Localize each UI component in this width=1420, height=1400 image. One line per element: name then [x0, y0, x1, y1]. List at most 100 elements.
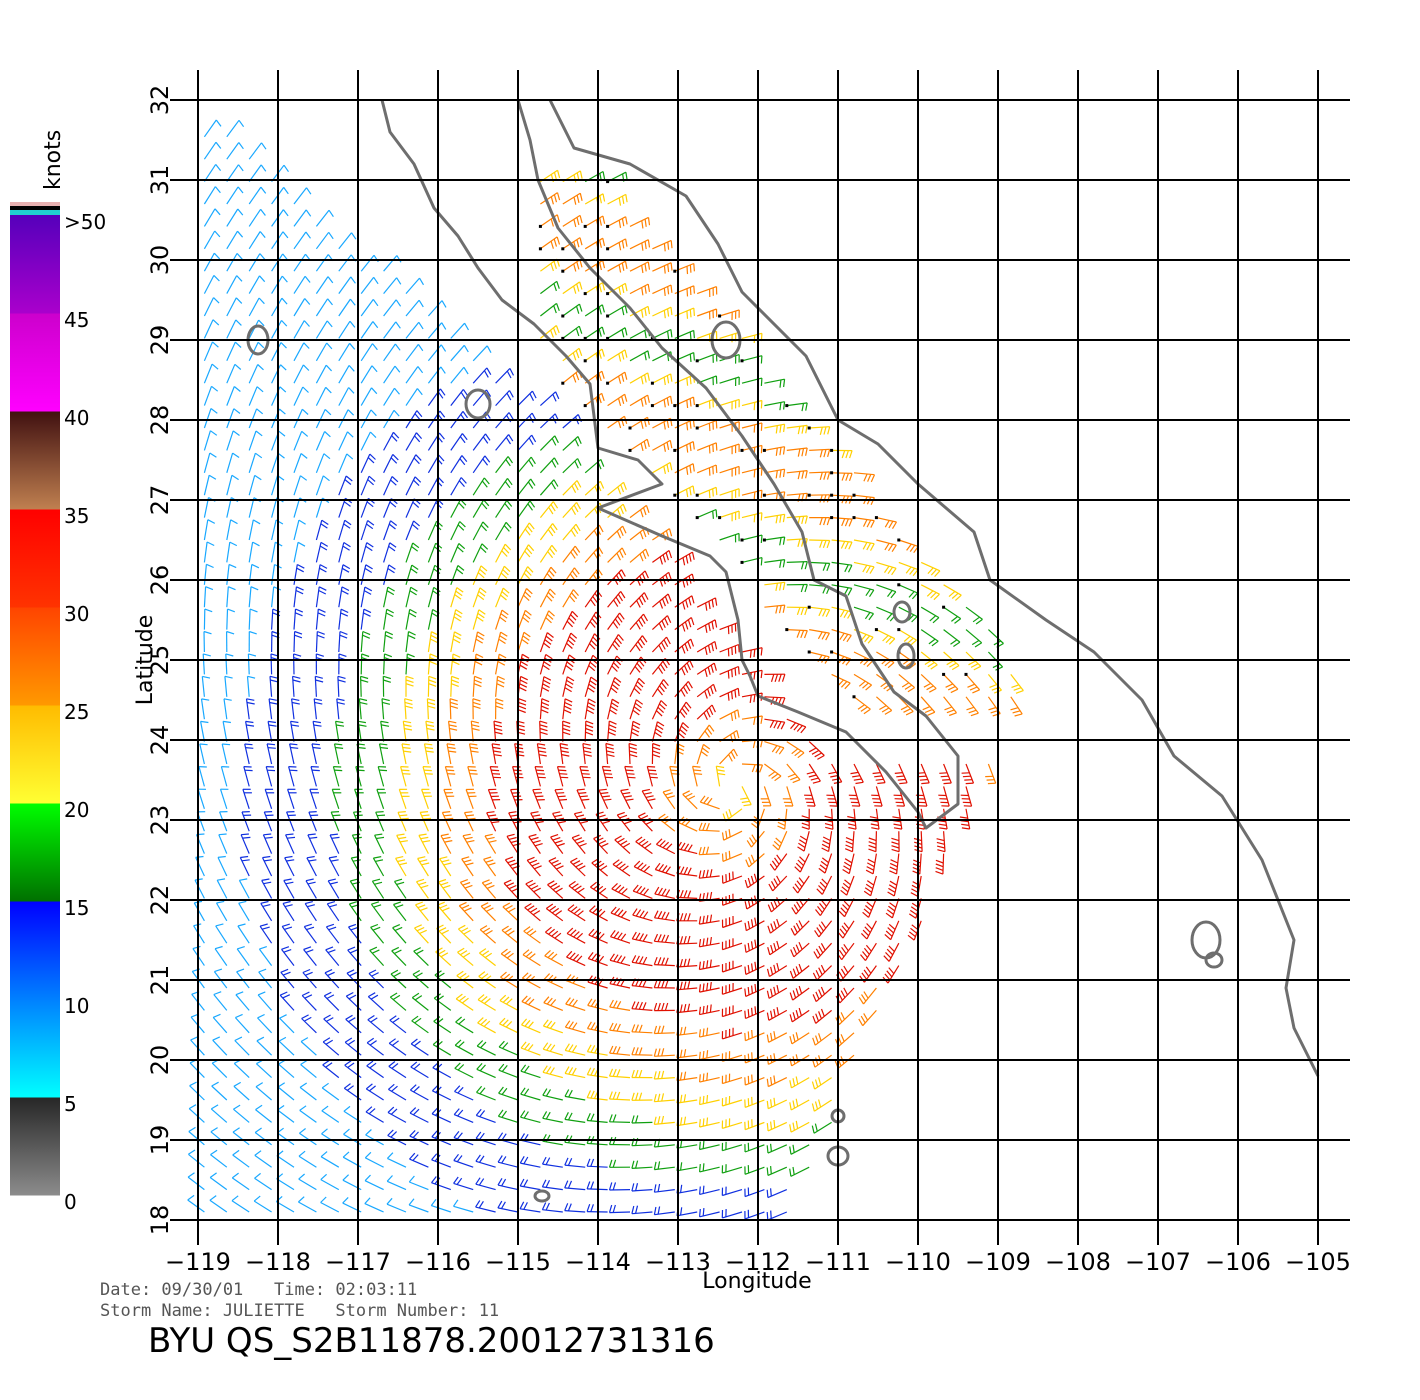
wind-barb [384, 388, 400, 405]
wind-barb [572, 835, 586, 854]
wind-barb [809, 518, 830, 526]
wind-barb [767, 1098, 787, 1109]
wind-barb [384, 609, 394, 629]
lat-tick-label: 32 [146, 85, 174, 116]
wind-barb [213, 1014, 227, 1033]
colorbar-band-30-35 [10, 509, 60, 608]
wind-barb [722, 1142, 742, 1151]
wind-barb [722, 1005, 742, 1016]
wind-barb [280, 992, 294, 1010]
wind-barb [535, 767, 546, 787]
wind-barb [309, 812, 318, 832]
wind-barb [411, 1062, 429, 1078]
wind-barb [406, 389, 422, 406]
wind-barb [233, 1105, 249, 1122]
wind-barb [349, 902, 361, 921]
wind-barb [322, 1129, 339, 1145]
wind-barb [330, 834, 339, 854]
wind-barb [262, 879, 272, 898]
wind-barb [832, 674, 851, 688]
wind-barb [455, 1063, 473, 1078]
wind-barb [527, 857, 541, 876]
wind-barb [525, 904, 541, 921]
wind-barb [585, 655, 599, 674]
wind-barb [227, 276, 242, 294]
wind-barb [395, 879, 407, 898]
wind-barb [194, 901, 204, 920]
wind-barb [518, 545, 534, 563]
wind-barb [787, 764, 800, 783]
wind-barb [813, 965, 831, 980]
wind-barb [936, 854, 944, 875]
wind-barb [406, 322, 423, 338]
wind-barb [366, 1130, 384, 1145]
rain-flag-marker [830, 471, 833, 474]
wind-barb [377, 789, 386, 809]
wind-barb [286, 834, 295, 854]
wind-barb [237, 969, 250, 988]
wind-barb [764, 605, 784, 613]
wind-barb [567, 951, 586, 965]
wind-barb [324, 992, 339, 1010]
wind-barb [455, 1040, 473, 1055]
wind-barb [563, 611, 578, 629]
wind-barb [654, 980, 675, 988]
wind-barb [239, 879, 249, 899]
colorbar-band-20-25 [10, 705, 60, 804]
wind-barb [876, 630, 894, 645]
wind-barb [518, 610, 531, 629]
wind-barb [451, 478, 467, 496]
wind-barb [861, 943, 877, 960]
wind-barb [832, 652, 851, 665]
wind-barb [289, 767, 298, 787]
wind-barb [565, 1181, 586, 1190]
wind-barb [813, 1033, 832, 1045]
wind-barb [361, 322, 378, 339]
wind-barb [462, 857, 474, 876]
wind-barb [592, 859, 608, 876]
wind-barb [350, 879, 361, 898]
wind-barb [720, 749, 738, 764]
wind-barb [227, 431, 240, 451]
wind-barb [294, 654, 302, 675]
wind-barb [410, 1085, 428, 1100]
wind-barb [655, 863, 675, 876]
wind-barb [540, 436, 558, 451]
wind-barb [466, 789, 476, 809]
wind-barb [473, 610, 485, 630]
wind-barb [292, 699, 300, 719]
wind-barb [280, 1015, 294, 1033]
wind-barb [256, 1060, 271, 1078]
wind-barb [697, 465, 717, 476]
wind-barb [567, 928, 585, 943]
wind-barb [787, 607, 808, 615]
wind-barb [540, 502, 557, 518]
wind-barb [988, 652, 1002, 670]
wind-barb [451, 654, 460, 674]
lat-tick-label: 28 [146, 405, 174, 436]
wind-barb [451, 522, 466, 541]
wind-barb [812, 1100, 831, 1112]
wind-barb [542, 1180, 562, 1190]
wind-barb [787, 403, 807, 411]
wind-barb [389, 1039, 406, 1056]
wind-barb [316, 299, 332, 316]
wind-barb [790, 1008, 809, 1022]
wind-barb [652, 744, 660, 765]
wind-barb [720, 710, 740, 721]
wind-barb [476, 1200, 496, 1212]
wind-barb [361, 454, 375, 473]
rain-flag-marker [741, 359, 744, 362]
wind-barb [203, 654, 211, 675]
wind-barb [339, 632, 348, 653]
wind-barb [540, 303, 559, 316]
wind-barb [361, 299, 378, 316]
wind-barb [869, 831, 877, 852]
wind-barb [746, 854, 765, 867]
wind-barb [415, 925, 429, 943]
wind-barb [412, 1016, 429, 1033]
wind-barb [652, 285, 672, 296]
wind-barb [204, 275, 219, 293]
wind-barb [767, 1120, 787, 1131]
wind-barb [518, 435, 536, 450]
